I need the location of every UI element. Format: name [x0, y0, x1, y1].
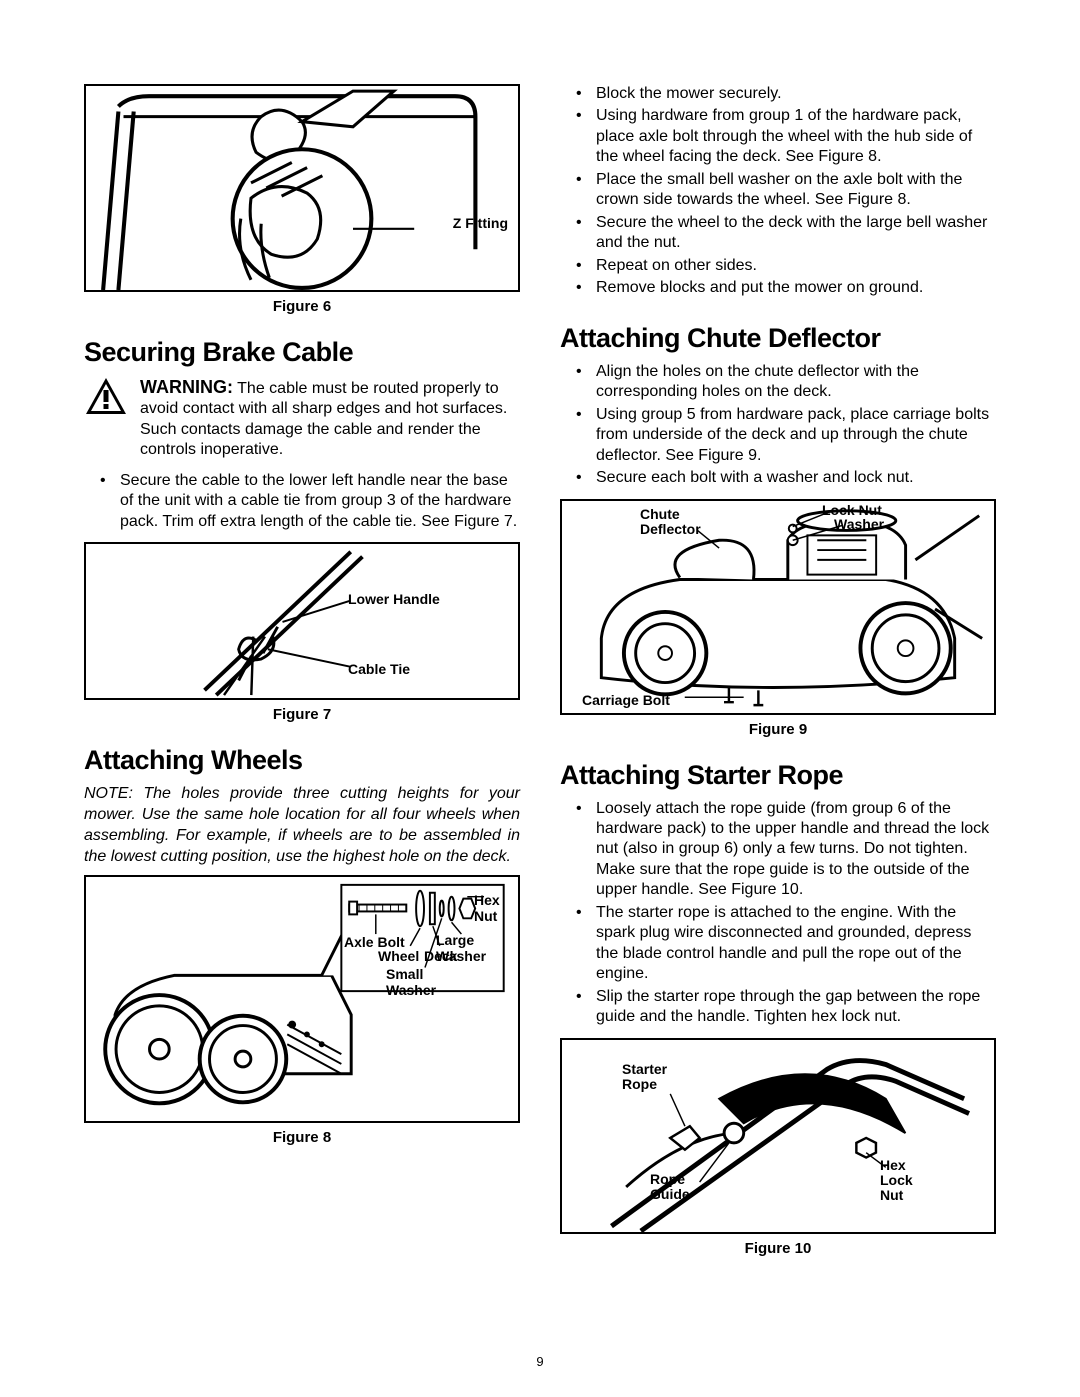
figure-10-label-starter-rope: Starter Rope: [622, 1062, 667, 1093]
figure-8-caption: Figure 8: [84, 1129, 520, 1146]
figure-9-label-chute-deflector: Chute Deflector: [640, 507, 701, 538]
figure-8-box: Hex Nut Axle Bolt Large Washer Wheel Dec…: [84, 875, 520, 1123]
page-number: 9: [0, 1354, 1080, 1369]
figure-8-label-wheel: Wheel: [378, 949, 419, 964]
figure-9-label-washer: Washer: [834, 517, 884, 532]
figure-9-box: Chute Deflector Lock Nut Washer Carriage…: [560, 499, 996, 715]
list-item: Align the holes on the chute deflector w…: [560, 362, 996, 403]
figure-8-label-hex-nut: Hex Nut: [474, 893, 500, 924]
list-item: Slip the starter rope through the gap be…: [560, 987, 996, 1028]
list-item: Place the small bell washer on the axle …: [560, 170, 996, 211]
figure-10-caption: Figure 10: [560, 1240, 996, 1257]
figure-9-illustration: [562, 501, 994, 713]
list-item: Repeat on other sides.: [560, 256, 996, 276]
list-item: Loosely attach the rope guide (from grou…: [560, 799, 996, 901]
securing-brake-bullets: Secure the cable to the lower left handl…: [84, 471, 520, 534]
starter-rope-bullets: Loosely attach the rope guide (from grou…: [560, 799, 996, 1030]
figure-10-label-hex-lock-nut: Hex Lock Nut: [880, 1158, 913, 1204]
figure-6-caption: Figure 6: [84, 298, 520, 315]
left-column: Z Fitting Figure 6 Securing Brake Cable …: [84, 84, 520, 1357]
list-item: Secure each bolt with a washer and lock …: [560, 468, 996, 488]
warning-icon: [84, 376, 128, 416]
figure-6-box: Z Fitting: [84, 84, 520, 292]
warning-label: WARNING:: [140, 377, 233, 397]
figure-7-caption: Figure 7: [84, 706, 520, 723]
list-item: Secure the cable to the lower left handl…: [84, 471, 520, 532]
heading-attaching-wheels: Attaching Wheels: [84, 745, 520, 776]
figure-8-illustration: [86, 877, 518, 1121]
figure-10-label-rope-guide: Rope Guide: [650, 1172, 690, 1203]
chute-deflector-bullets: Align the holes on the chute deflector w…: [560, 362, 996, 491]
figure-6-label-zfitting: Z Fitting: [453, 216, 508, 231]
figure-10-box: Starter Rope Rope Guide Hex Lock Nut: [560, 1038, 996, 1234]
heading-starter-rope: Attaching Starter Rope: [560, 760, 996, 791]
top-bullets: Block the mower securely. Using hardware…: [560, 84, 996, 301]
attaching-wheels-note: NOTE: The holes provide three cutting he…: [84, 784, 520, 867]
figure-7-label-lower-handle: Lower Handle: [348, 592, 440, 607]
list-item: The starter rope is attached to the engi…: [560, 903, 996, 985]
warning-text: WARNING: The cable must be routed proper…: [140, 376, 520, 461]
list-item: Using group 5 from hardware pack, place …: [560, 405, 996, 466]
page-columns: Z Fitting Figure 6 Securing Brake Cable …: [84, 84, 996, 1357]
figure-6-illustration: [86, 86, 518, 290]
figure-7-box: Lower Handle Cable Tie: [84, 542, 520, 700]
heading-securing-brake-cable: Securing Brake Cable: [84, 337, 520, 368]
figure-7-label-cable-tie: Cable Tie: [348, 662, 410, 677]
figure-9-label-carriage-bolt: Carriage Bolt: [582, 693, 670, 708]
list-item: Using hardware from group 1 of the hardw…: [560, 106, 996, 167]
list-item: Block the mower securely.: [560, 84, 996, 104]
figure-8-label-small-washer: Small Washer: [386, 967, 436, 998]
list-item: Secure the wheel to the deck with the la…: [560, 213, 996, 254]
figure-8-label-deck: Deck: [424, 949, 457, 964]
right-column: Block the mower securely. Using hardware…: [560, 84, 996, 1357]
heading-chute-deflector: Attaching Chute Deflector: [560, 323, 996, 354]
figure-7-illustration: [86, 544, 518, 698]
figure-9-caption: Figure 9: [560, 721, 996, 738]
list-item: Remove blocks and put the mower on groun…: [560, 278, 996, 298]
warning-block: WARNING: The cable must be routed proper…: [84, 376, 520, 461]
